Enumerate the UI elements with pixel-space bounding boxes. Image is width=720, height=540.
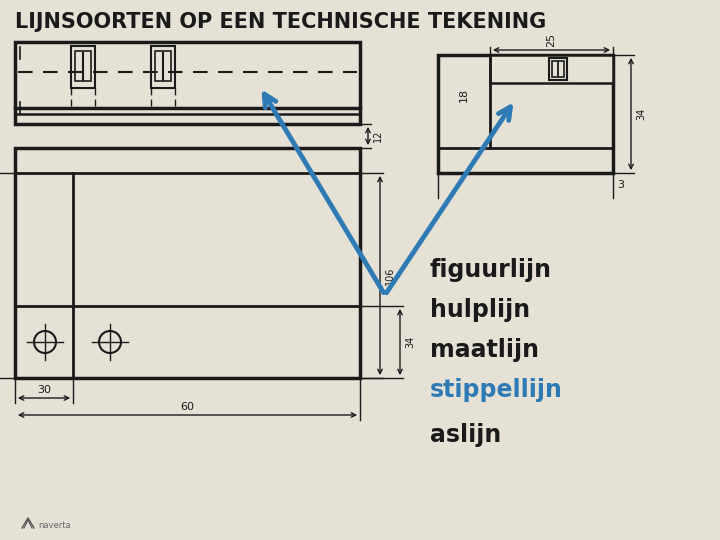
Text: 34: 34 — [636, 108, 646, 120]
Text: maatlijn: maatlijn — [430, 338, 539, 362]
Bar — [155, 51, 171, 81]
Text: 3: 3 — [618, 180, 624, 190]
Text: 12: 12 — [373, 130, 383, 142]
Text: 60: 60 — [181, 402, 194, 412]
Text: 18: 18 — [459, 88, 469, 102]
Bar — [71, 46, 95, 88]
Text: naverta: naverta — [38, 521, 71, 530]
Bar — [15, 148, 360, 378]
Text: 30: 30 — [37, 385, 51, 395]
Bar — [549, 58, 567, 80]
Bar — [151, 46, 175, 88]
Bar — [552, 61, 564, 77]
Text: 106: 106 — [385, 266, 395, 285]
Text: LIJNSOORTEN OP EEN TECHNISCHE TEKENING: LIJNSOORTEN OP EEN TECHNISCHE TEKENING — [15, 12, 546, 32]
Bar — [490, 55, 613, 83]
Bar — [75, 51, 91, 81]
Text: figuurlijn: figuurlijn — [430, 258, 552, 282]
Text: hulplijn: hulplijn — [430, 298, 530, 322]
Text: aslijn: aslijn — [430, 423, 501, 447]
Bar — [15, 42, 360, 124]
Text: 34: 34 — [405, 336, 415, 348]
Text: 25: 25 — [546, 33, 557, 47]
Text: stippellijn: stippellijn — [430, 378, 563, 402]
Bar — [438, 55, 613, 173]
